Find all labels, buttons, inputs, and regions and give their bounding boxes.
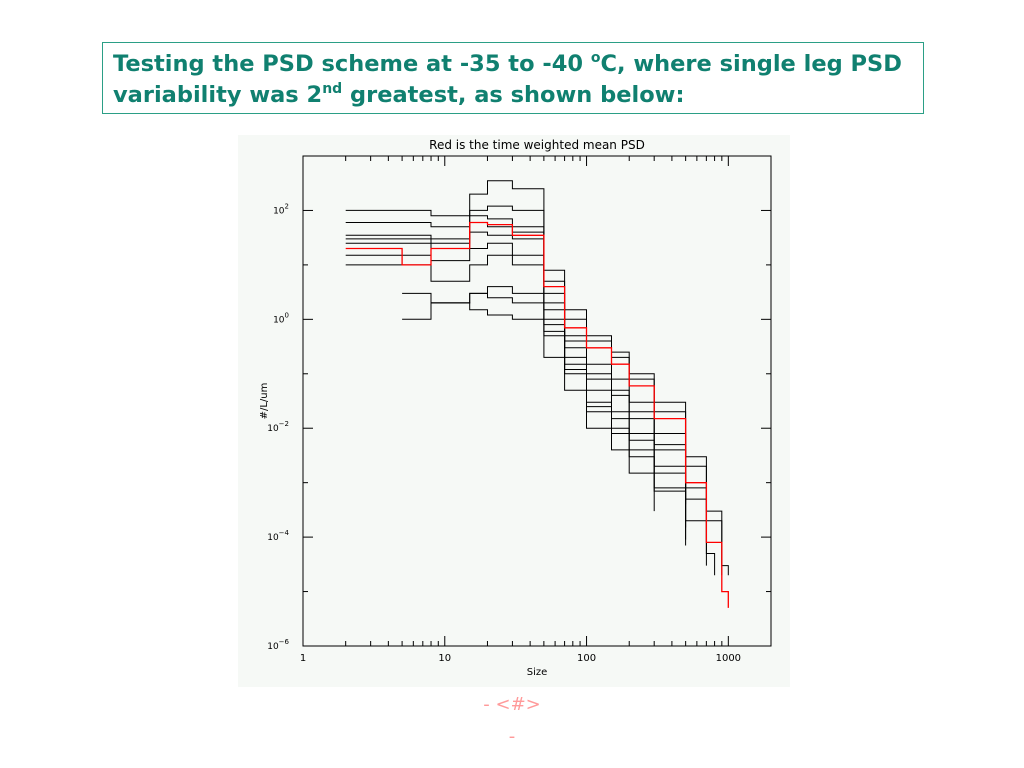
title-text-part1: Testing the PSD scheme at -35 to -40 xyxy=(113,51,591,77)
slide-title: Testing the PSD scheme at -35 to -40 oC,… xyxy=(102,42,924,114)
y-axis-label: #/L/um xyxy=(259,383,270,420)
x-tick-label: 1000 xyxy=(716,653,741,664)
plot-frame xyxy=(302,155,772,647)
degree-superscript: o xyxy=(590,50,601,66)
psd-series-line xyxy=(345,222,716,576)
y-tick-label: 100 xyxy=(273,311,289,325)
psd-series-line xyxy=(345,231,687,505)
x-tick-label: 10 xyxy=(438,653,451,664)
x-tick-label: 1 xyxy=(300,653,306,664)
x-tick-label: 100 xyxy=(577,653,596,664)
psd-chart-panel: Red is the time weighted mean PSD 1 10 100… xyxy=(238,135,790,687)
y-tick-exponent: −2 xyxy=(279,420,289,428)
y-tick-exponent: −6 xyxy=(279,638,290,646)
y-tick-label: 10−6 xyxy=(267,638,289,652)
ordinal-superscript: nd xyxy=(322,81,343,97)
mean-psd-line xyxy=(345,221,729,608)
slide-number-placeholder: - <#> xyxy=(483,694,541,715)
psd-series-line xyxy=(345,254,687,528)
chart-title: Red is the time weighted mean PSD xyxy=(429,138,645,152)
x-axis-label: Size xyxy=(527,667,548,678)
psd-series-line xyxy=(402,302,655,512)
psd-series-line xyxy=(345,180,729,576)
y-tick-label: 102 xyxy=(273,202,289,216)
y-tick-label: 10−4 xyxy=(267,529,289,543)
psd-series-line xyxy=(345,242,707,566)
y-tick-exponent: 2 xyxy=(285,202,289,210)
psd-chart: Red is the time weighted mean PSD 1 10 100… xyxy=(259,138,772,678)
y-tick-exponent: −4 xyxy=(279,529,290,537)
series-layer xyxy=(345,180,729,608)
psd-series-line xyxy=(431,286,687,540)
axis-ticks: 1 10 100 1000 10−6 10−4 10−2 100 102 xyxy=(267,156,772,664)
title-text-part2: C, where single leg PSD variability was … xyxy=(113,51,902,108)
footer-dash: - xyxy=(508,726,516,747)
title-text-part3: greatest, as shown below: xyxy=(342,82,685,108)
y-tick-exponent: 0 xyxy=(285,311,289,319)
y-tick-label: 10−2 xyxy=(267,420,289,434)
